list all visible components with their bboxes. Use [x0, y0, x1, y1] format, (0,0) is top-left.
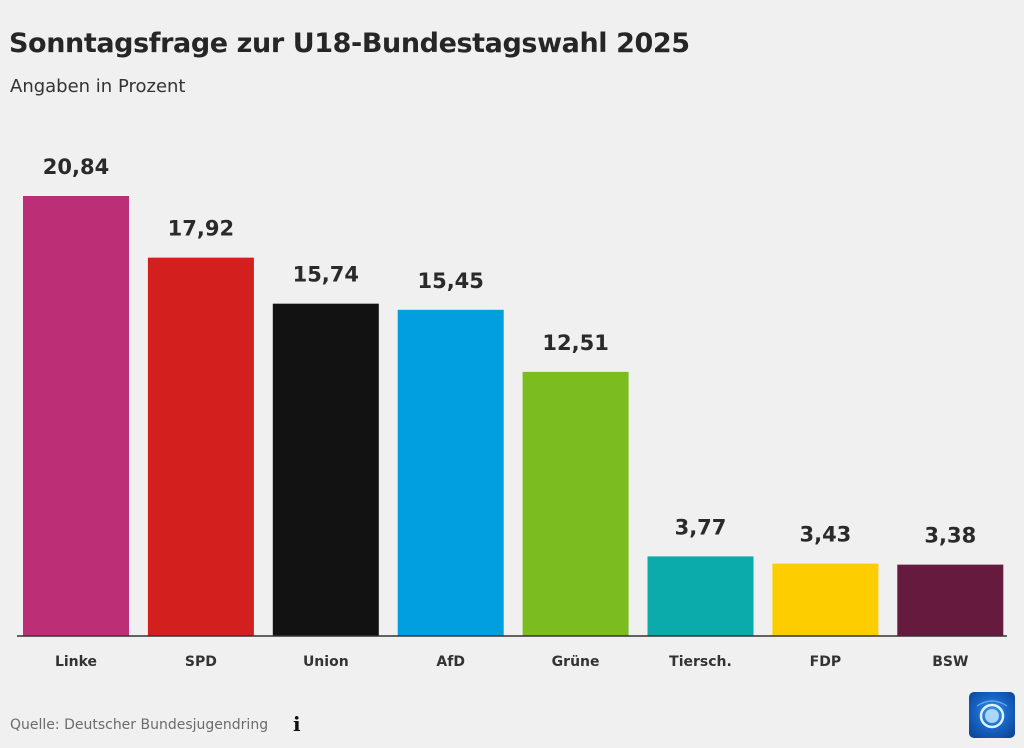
bar-spd — [147, 257, 254, 636]
value-label-tiersch: 3,77 — [675, 515, 727, 539]
category-label-linke: Linke — [55, 654, 97, 670]
bar-union — [272, 303, 379, 636]
source-note: Quelle: Deutscher Bundesjugendring — [10, 717, 269, 733]
category-label-union: Union — [303, 654, 349, 670]
category-label-spd: SPD — [185, 654, 217, 670]
value-label-afd: 15,45 — [417, 269, 483, 293]
value-label-fdp: 3,43 — [799, 523, 851, 547]
value-label-gr-ne: 12,51 — [542, 331, 608, 355]
chart-subtitle: Angaben in Prozent — [10, 76, 186, 97]
value-label-linke: 20,84 — [43, 155, 109, 179]
info-icon[interactable]: i — [293, 712, 301, 736]
bar-bsw — [897, 564, 1004, 636]
bar-afd — [397, 309, 504, 636]
bar-chart: 20,84 17,92 15,74 15,45 12,51 3,77 3,43 3,38 Li… — [17, 155, 1007, 670]
category-label-gr-ne: Grüne — [552, 654, 600, 670]
value-label-union: 15,74 — [293, 263, 359, 287]
bar-tiersch — [647, 556, 754, 636]
tagesschau-logo-icon — [969, 692, 1015, 738]
category-label-bsw: BSW — [932, 654, 968, 670]
category-label-tiersch: Tiersch. — [669, 654, 732, 670]
bar-linke — [23, 196, 129, 636]
category-label-fdp: FDP — [810, 654, 841, 670]
bar-fdp — [772, 563, 879, 636]
value-label-bsw: 3,38 — [924, 524, 976, 548]
chart-title: Sonntagsfrage zur U18-Bundestagswahl 202… — [9, 28, 690, 59]
bar-gr-ne — [522, 371, 629, 636]
value-label-spd: 17,92 — [168, 217, 234, 241]
category-label-afd: AfD — [436, 654, 465, 670]
